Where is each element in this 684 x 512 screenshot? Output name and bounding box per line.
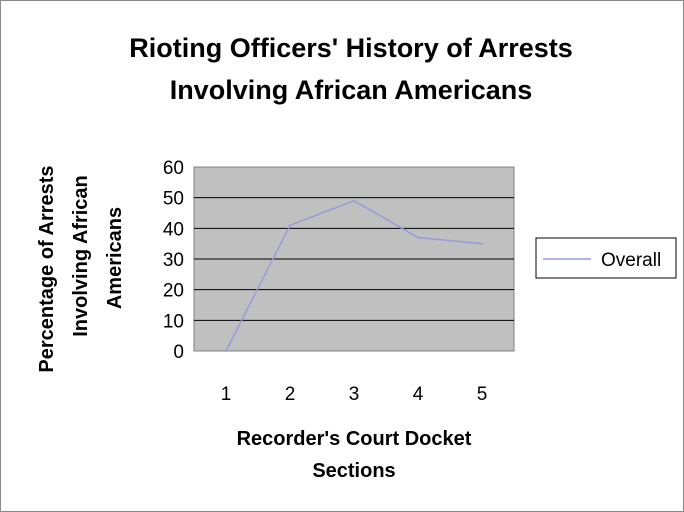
legend: Overall bbox=[535, 237, 677, 279]
x-tick-label: 1 bbox=[221, 384, 232, 405]
y-tick-label: 0 bbox=[173, 342, 184, 363]
y-axis-ticks: 0 10 20 30 40 50 60 bbox=[163, 158, 184, 363]
y-axis-title-line-3: Americans bbox=[104, 207, 126, 309]
x-tick-label: 3 bbox=[349, 384, 360, 405]
x-tick-label: 5 bbox=[477, 384, 488, 405]
data-point bbox=[289, 224, 291, 227]
y-tick-label: 30 bbox=[163, 250, 184, 271]
y-axis-title-line-2: Involving African bbox=[70, 175, 92, 337]
y-tick-label: 10 bbox=[163, 311, 184, 332]
chart-title-line-1: Rioting Officers' History of Arrests bbox=[129, 33, 573, 63]
gridlines bbox=[194, 197, 514, 321]
chart-title-line-2: Involving African Americans bbox=[170, 75, 533, 105]
data-point bbox=[481, 242, 483, 245]
x-axis-ticks: 1 2 3 4 5 bbox=[221, 384, 488, 405]
y-tick-label: 50 bbox=[163, 189, 184, 210]
legend-box bbox=[535, 237, 677, 279]
data-point bbox=[353, 199, 355, 202]
series-layer bbox=[225, 199, 483, 352]
x-tick-label: 4 bbox=[413, 384, 424, 405]
y-tick-label: 60 bbox=[163, 158, 184, 179]
x-tick-label: 2 bbox=[285, 384, 296, 405]
data-point bbox=[225, 350, 227, 352]
y-axis-title-line-1: Percentage of Arrests bbox=[36, 165, 58, 372]
legend-label-overall: Overall bbox=[601, 250, 661, 271]
y-tick-label: 40 bbox=[163, 219, 184, 240]
x-axis-title-line-2: Sections bbox=[312, 460, 395, 482]
x-axis-title-line-1: Recorder's Court Docket bbox=[237, 428, 472, 450]
data-point bbox=[417, 236, 419, 239]
y-tick-label: 20 bbox=[163, 281, 184, 302]
